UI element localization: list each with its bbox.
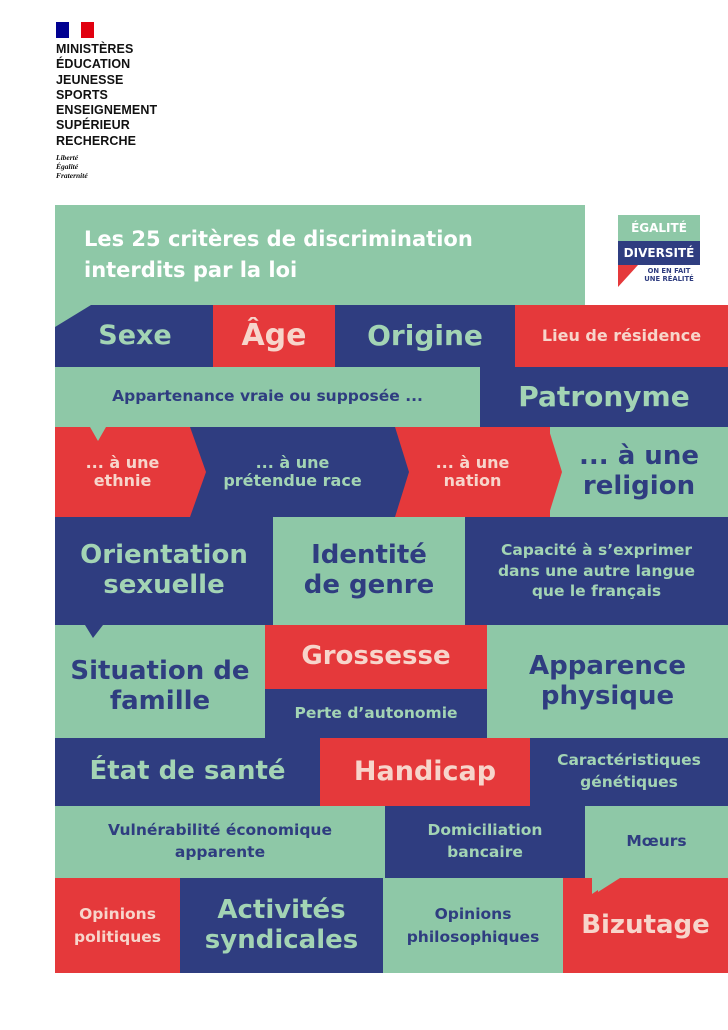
criterion-religion: ... à une religion [550,427,728,517]
criterion-etat-de-sante: État de santé [55,738,320,806]
badge-line-egalite: ÉGALITÉ [618,215,700,241]
speech-tail [90,427,106,441]
ministry-line: SPORTS [56,87,108,102]
criterion-situation-de-famille: Situation de famille [55,625,265,738]
criterion-perte-d-autonomie: Perte d’autonomie [265,689,487,738]
criterion-identite-de-genre: Identité de genre [273,517,465,625]
ministry-line: JEUNESSE [56,72,124,87]
arrow-chevron [190,427,206,517]
ministry-line: SUPÉRIEUR [56,118,130,133]
motto-line: Égalité [56,162,79,171]
egalite-diversite-badge: ÉGALITÉ DIVERSITÉ ON EN FAIT UNE RÉALITÉ [618,215,700,287]
arrow-chevron [395,427,409,517]
speech-tail [592,878,616,894]
badge-red-triangle [618,265,638,287]
criterion-grossesse: Grossesse [265,625,487,689]
criterion-domiciliation-bancaire: Domiciliation bancaire [385,806,585,878]
badge-slogan-line: ON EN FAIT [647,267,691,275]
motto-line: Fraternité [56,171,88,180]
arrow-chevron [548,427,562,517]
ministry-name: MINISTÈRES ÉDUCATION JEUNESSE SPORTS ENS… [56,42,236,149]
page-title: Les 25 critères de discrimination interd… [84,227,473,282]
criterion-age: Âge [213,305,335,367]
criterion-apparence-physique: Apparence physique [487,625,728,738]
criterion-activites-syndicales: Activités syndicales [180,878,383,973]
criterion-langue: Capacité à s’exprimer dans une autre lan… [465,517,728,625]
ministry-line: ENSEIGNEMENT [56,103,158,118]
speech-tail [85,625,103,638]
criterion-appartenance: Appartenance vraie ou supposée ... [55,367,480,427]
badge-slogan: ON EN FAIT UNE RÉALITÉ [638,265,700,287]
badge-line-diversite: DIVERSITÉ [618,241,700,265]
criterion-opinions-philosophiques: Opinions philosophiques [383,878,563,973]
criterion-moeurs: Mœurs [585,806,728,878]
criterion-bizutage: Bizutage [563,878,728,973]
ministry-line: RECHERCHE [56,133,137,148]
speech-tail [55,305,91,327]
criterion-handicap: Handicap [320,738,530,806]
title-banner [55,205,585,305]
criterion-ethnie: ... à une ethnie [55,427,190,517]
criterion-pretendue-race: ... à une prétendue race [190,427,395,517]
badge-slogan-line: UNE RÉALITÉ [644,275,694,283]
criterion-nation: ... à une nation [395,427,550,517]
ministry-line: MINISTÈRES [56,42,134,56]
republic-motto: Liberté Égalité Fraternité [56,153,88,180]
criterion-lieu-de-residence: Lieu de résidence [515,305,728,367]
criterion-opinions-politiques: Opinions politiques [55,878,180,973]
criterion-caracteristiques-genetiques: Caractéristiques génétiques [530,738,728,806]
criterion-vulnerabilite-economique: Vulnérabilité économique apparente [55,806,385,878]
criterion-patronyme: Patronyme [480,367,728,427]
republique-flag-icon [56,22,95,38]
criterion-origine: Origine [335,305,515,367]
motto-line: Liberté [56,153,79,162]
criterion-orientation-sexuelle: Orientation sexuelle [55,517,273,625]
ministry-line: ÉDUCATION [56,57,131,72]
